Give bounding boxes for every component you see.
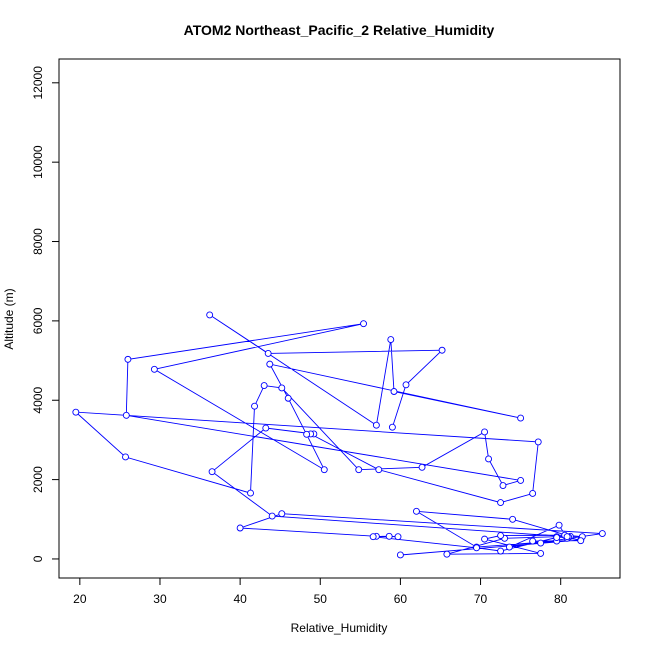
data-point [396, 551, 404, 559]
data-series [72, 311, 606, 559]
y-axis: 0 2000 4000 6000 8000 10000 12000 [31, 66, 60, 562]
data-point [262, 424, 270, 432]
data-point [534, 438, 542, 446]
data-point [375, 466, 383, 474]
data-point [412, 507, 420, 515]
x-axis: 20 30 40 50 60 70 80 [73, 577, 568, 606]
data-point [236, 524, 244, 532]
data-point [355, 466, 363, 474]
data-point [529, 490, 537, 497]
data-point [278, 510, 286, 518]
data-point [394, 533, 402, 541]
series-line [74, 314, 603, 556]
data-point [388, 423, 396, 431]
x-tick-label: 40 [233, 592, 247, 606]
y-axis-label: Altitude (m) [2, 288, 16, 349]
data-point [278, 384, 286, 392]
data-point [387, 336, 395, 343]
data-point [320, 466, 328, 474]
y-tick-label: 0 [31, 555, 45, 562]
plot-area [58, 58, 621, 579]
data-point [124, 355, 132, 363]
y-tick-label: 12000 [31, 66, 45, 100]
data-point [150, 365, 158, 373]
x-axis-label: Relative_Humidity [291, 621, 388, 635]
data-point [303, 430, 311, 438]
data-point [372, 421, 380, 429]
data-point [481, 428, 489, 436]
data-point [537, 549, 545, 557]
data-point [505, 543, 513, 551]
data-point [268, 512, 276, 520]
x-tick-label: 80 [554, 592, 568, 606]
x-tick-label: 20 [73, 592, 87, 606]
data-point [563, 533, 571, 541]
plot-frame [58, 58, 621, 579]
data-point [390, 388, 398, 395]
data-point [517, 476, 525, 484]
data-point [72, 408, 80, 416]
data-point [251, 402, 258, 410]
data-point [529, 537, 537, 545]
data-point [481, 535, 489, 543]
chart-title: ATOM2 Northeast_Pacific_2 Relative_Humid… [184, 22, 495, 38]
y-tick-label: 2000 [31, 466, 45, 493]
data-point [537, 539, 545, 547]
data-point [443, 550, 451, 558]
data-point [385, 532, 393, 540]
y-tick-label: 6000 [31, 307, 45, 334]
x-tick-label: 70 [474, 592, 488, 606]
data-point [206, 311, 214, 319]
data-point [509, 515, 517, 523]
data-point [418, 463, 426, 471]
data-point [122, 411, 130, 419]
data-point [555, 521, 563, 529]
data-point [247, 489, 254, 497]
data-point [266, 360, 274, 368]
data-point [497, 499, 505, 507]
y-tick-label: 10000 [31, 145, 45, 179]
y-tick-label: 8000 [31, 228, 45, 255]
data-point [284, 394, 292, 402]
data-point [264, 349, 272, 357]
data-point [485, 455, 493, 463]
data-point [497, 547, 505, 555]
data-point [402, 381, 410, 389]
data-point [497, 532, 505, 539]
data-point [369, 533, 377, 541]
data-point [577, 537, 585, 545]
y-tick-label: 4000 [31, 387, 45, 414]
data-point [208, 468, 216, 476]
data-point [553, 534, 561, 541]
data-point [517, 414, 525, 422]
data-point [499, 482, 507, 489]
data-point [473, 544, 480, 552]
data-point [260, 382, 268, 390]
x-tick-label: 50 [314, 592, 328, 606]
data-point [122, 453, 129, 461]
x-tick-label: 60 [394, 592, 408, 606]
data-point [598, 530, 606, 538]
data-point [360, 320, 367, 328]
x-tick-label: 30 [153, 592, 167, 606]
data-point [438, 346, 446, 354]
